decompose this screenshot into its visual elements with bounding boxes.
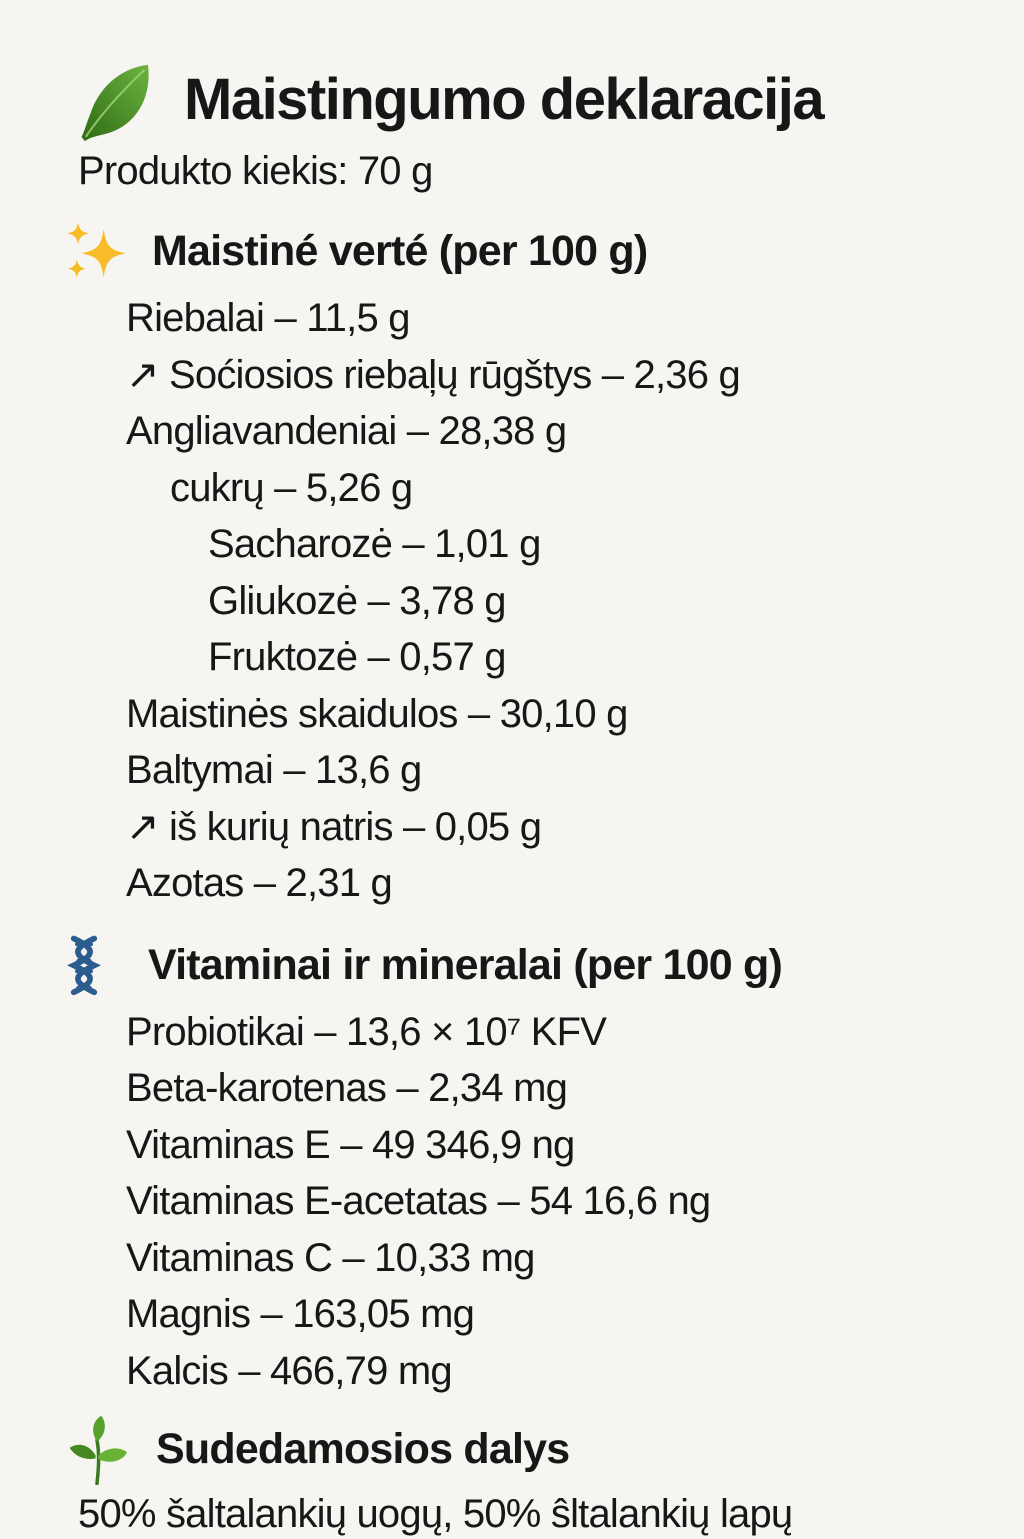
vitamin-item: Vitaminas C – 10,33 mg [126, 1235, 535, 1280]
section-title-ingredients: Sudedamosios dalys [156, 1425, 570, 1474]
vitamin-item: Vitaminas E-acetatas – 54 16,6 ng [126, 1179, 711, 1223]
sparkles-icon [64, 220, 128, 284]
product-quantity: Produkto kiekis: 70 g [78, 149, 433, 193]
nutrition-item: cukrų – 5,26 g [170, 465, 413, 510]
section-header-nutrition: Maistiné verté (per 100 g) [60, 220, 988, 284]
vitamin-item: Beta-karotenas – 2,34 mg [126, 1066, 568, 1110]
nutrition-list: Riebalai – 11,5 g ↗ Soćiosios riebaļų rū… [60, 290, 988, 912]
nutrition-item: Sacharozė – 1,01 g [208, 522, 541, 566]
nutrition-item: Riebalai – 11,5 g [126, 296, 410, 340]
nutrition-item: Azotas – 2,31 g [126, 861, 393, 905]
nutrition-item: Fruktozė – 0,57 g [208, 635, 507, 679]
vitamins-list: Probiotikai – 13,6 × 10⁷ KFV Beta-karote… [60, 1004, 988, 1400]
herb-icon [62, 1415, 132, 1486]
nutrition-item: ↗ Soćiosios riebaļų rūgštys – 2,36 g [126, 352, 741, 397]
dna-icon [64, 934, 128, 998]
ingredients-text: 50% šaltalankių uogų, 50% ŝltalankių lap… [78, 1492, 793, 1536]
nutrition-item: Baltymai – 13,6 g [126, 748, 422, 792]
nutrition-item: Maistinės skaidulos – 30,10 g [126, 691, 628, 736]
nutrition-item: ↗ iš kurių natris – 0,05 g [126, 804, 542, 849]
page-header: Maistingumo deklaracija [60, 58, 988, 142]
page-title: Maistingumo deklaracija [184, 67, 825, 132]
vitamin-item: Vitaminas E – 49 346,9 ng [126, 1122, 575, 1167]
vitamin-item: Kalcis – 466,79 mg [126, 1348, 453, 1393]
nutrition-item: Angliavandeniai – 28,38 g [126, 409, 567, 453]
vitamin-item: Probiotikai – 13,6 × 10⁷ KFV [126, 1009, 607, 1054]
section-title-vitamins: Vitaminai ir mineralai (per 100 g) [148, 940, 783, 989]
leaf-icon [74, 58, 158, 142]
section-header-vitamins: Vitaminai ir mineralai (per 100 g) [60, 934, 988, 998]
section-header-ingredients: Sudedamosios dalys [60, 1415, 988, 1486]
nutrition-item: Gliukozė – 3,78 g [208, 578, 507, 623]
vitamin-item: Magnis – 163,05 mg [126, 1292, 475, 1336]
section-title-nutrition: Maistiné verté (per 100 g) [152, 227, 648, 276]
